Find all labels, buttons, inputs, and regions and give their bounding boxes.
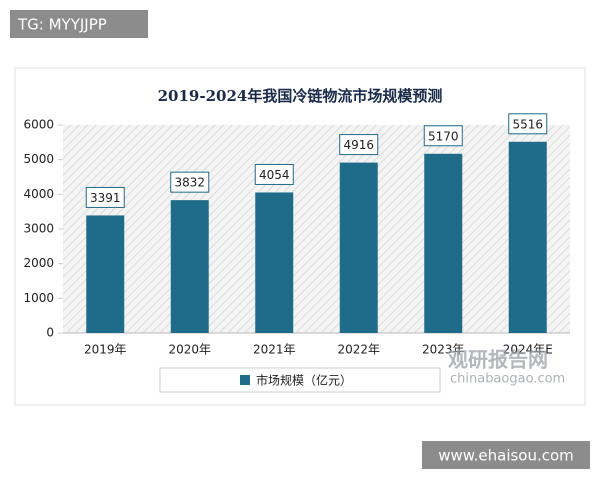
value-label: 3391 — [90, 191, 121, 205]
tag: TG: MYYJJPP — [17, 16, 107, 34]
footer: www.ehaisou.com — [438, 447, 574, 465]
bar — [255, 192, 294, 333]
y-tick-label: 2000 — [23, 256, 54, 270]
legend-label: 市场规模（亿元） — [256, 373, 352, 388]
value-label-box — [339, 134, 379, 156]
y-tick-label: 1000 — [23, 291, 54, 305]
legend-box — [159, 367, 441, 393]
y-tick-label: 3000 — [23, 222, 54, 236]
value-label: 4916 — [343, 138, 374, 152]
value-label: 4054 — [259, 168, 290, 182]
plot-area — [63, 125, 570, 333]
value-label: 5516 — [512, 117, 543, 131]
y-tick-label: 4000 — [23, 187, 54, 201]
footer-box — [422, 441, 590, 469]
y-tick-label: 0 — [46, 326, 54, 340]
bar — [508, 141, 547, 333]
x-tick-label: 2023年 — [422, 343, 465, 357]
value-label: 5170 — [428, 129, 459, 143]
value-label: 3832 — [174, 176, 205, 190]
y-tick-label: 6000 — [23, 118, 54, 132]
x-tick-label: 2022年 — [337, 343, 380, 357]
x-tick-label: 2020年 — [168, 343, 211, 357]
x-tick-label: 2024年E — [503, 343, 553, 357]
watermark-url: chinabaogao.com — [450, 372, 565, 387]
value-label-box — [254, 163, 294, 185]
bar — [170, 200, 209, 333]
value-label-box — [85, 186, 125, 208]
bar — [86, 215, 125, 333]
watermark-name: 观研报告网 — [448, 348, 548, 372]
chart-title: 2019-2024年我国冷链物流市场规模预测 — [158, 87, 443, 105]
marks: 0 1000 2000 3000 4000 5000 6000 2019年 3391 2020年 3… — [23, 113, 570, 357]
bar — [339, 162, 378, 333]
value-label-box — [508, 113, 548, 135]
value-label-box — [423, 125, 463, 147]
legend-swatch — [240, 375, 250, 385]
tag-box — [10, 10, 148, 38]
value-label-box — [170, 171, 210, 193]
x-tick-label: 2021年 — [253, 343, 296, 357]
bar — [424, 153, 463, 333]
y-tick-label: 5000 — [23, 152, 54, 166]
x-tick-label: 2019年 — [84, 343, 127, 357]
